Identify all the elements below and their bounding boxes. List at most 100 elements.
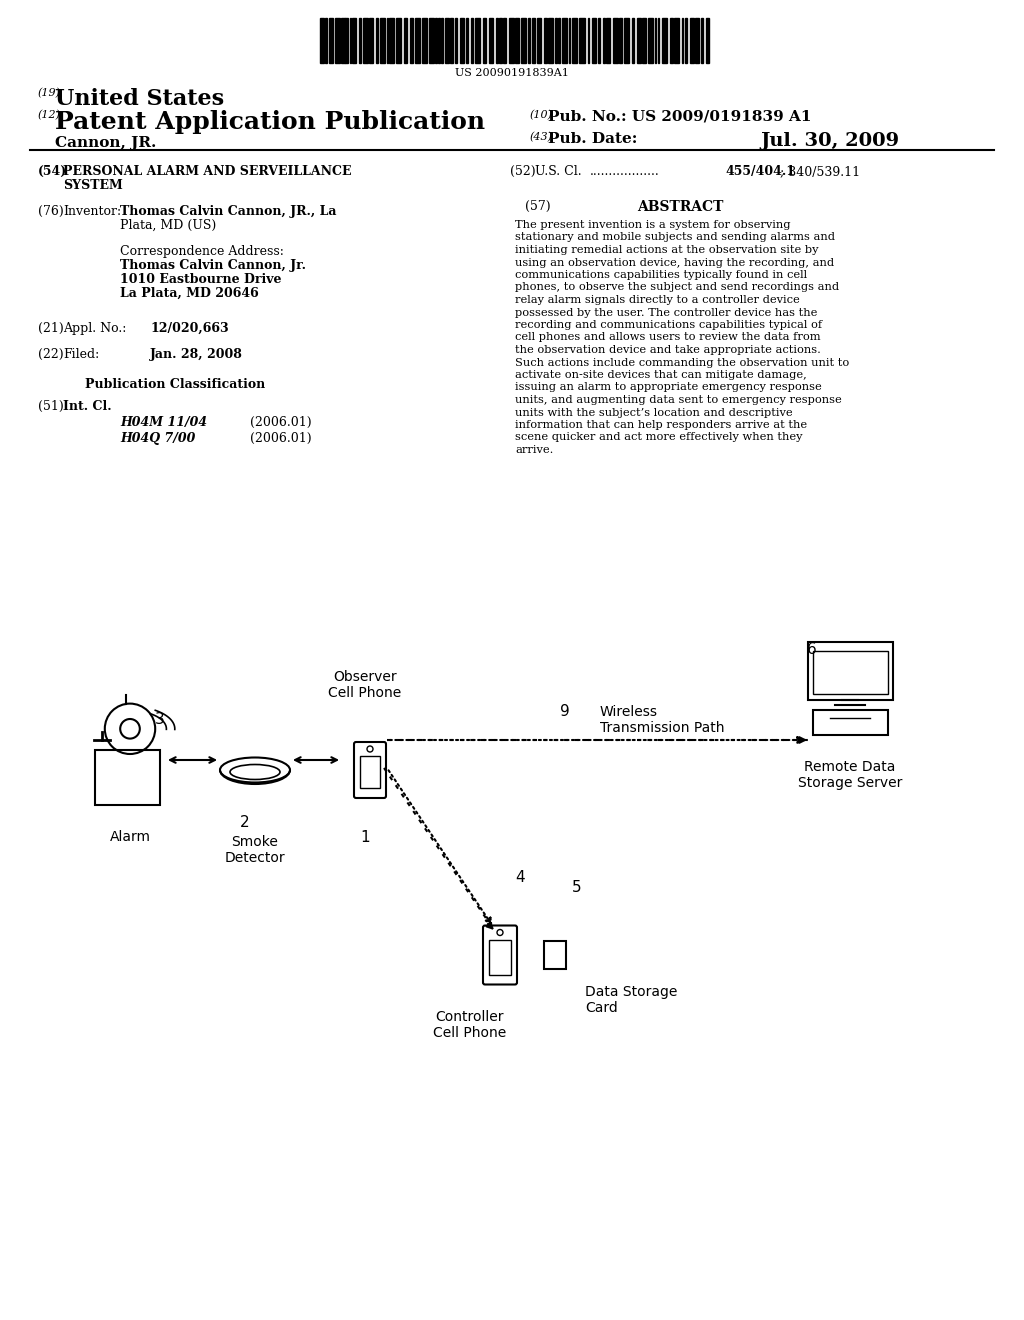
Text: Plata, MD (US): Plata, MD (US) xyxy=(120,219,216,232)
Text: 6: 6 xyxy=(807,642,817,657)
Text: Smoke
Detector: Smoke Detector xyxy=(224,836,286,865)
Bar xyxy=(341,18,344,63)
Text: 1010 Eastbourne Drive: 1010 Eastbourne Drive xyxy=(120,273,282,286)
Bar xyxy=(403,18,408,63)
Bar xyxy=(674,18,679,63)
Bar xyxy=(416,18,420,63)
Text: issuing an alarm to appropriate emergency response: issuing an alarm to appropriate emergenc… xyxy=(515,383,821,392)
Text: Correspondence Address:: Correspondence Address: xyxy=(120,246,284,257)
Text: information that can help responders arrive at the: information that can help responders arr… xyxy=(515,420,807,430)
Text: (2006.01): (2006.01) xyxy=(250,416,311,429)
Text: PERSONAL ALARM AND SERVEILLANCE: PERSONAL ALARM AND SERVEILLANCE xyxy=(63,165,351,178)
Bar xyxy=(707,18,710,63)
Text: Such actions include commanding the observation unit to: Such actions include commanding the obse… xyxy=(515,358,849,367)
Bar xyxy=(369,18,373,63)
Text: Cannon, JR.: Cannon, JR. xyxy=(55,136,157,150)
Bar xyxy=(588,18,589,63)
Bar xyxy=(603,18,604,63)
Bar xyxy=(670,18,673,63)
Text: La Plata, MD 20646: La Plata, MD 20646 xyxy=(120,286,259,300)
Bar xyxy=(690,18,694,63)
Bar xyxy=(429,18,434,63)
Bar xyxy=(376,18,379,63)
Text: U.S. Cl.: U.S. Cl. xyxy=(535,165,582,178)
Text: 2: 2 xyxy=(241,814,250,830)
Bar xyxy=(537,18,541,63)
Bar xyxy=(451,18,454,63)
Bar xyxy=(336,18,340,63)
Bar xyxy=(319,18,324,63)
Bar xyxy=(364,18,368,63)
Text: 9: 9 xyxy=(560,704,570,719)
Bar xyxy=(95,750,160,805)
Bar xyxy=(504,18,506,63)
Text: Publication Classification: Publication Classification xyxy=(85,378,265,391)
Bar xyxy=(434,18,437,63)
Bar xyxy=(572,18,578,63)
Text: 5: 5 xyxy=(572,880,582,895)
Text: H04Q 7/00: H04Q 7/00 xyxy=(120,432,196,445)
Bar xyxy=(637,18,640,63)
Bar xyxy=(455,18,457,63)
Bar xyxy=(509,18,514,63)
Bar xyxy=(812,651,888,694)
Text: Jan. 28, 2008: Jan. 28, 2008 xyxy=(150,348,243,360)
Text: arrive.: arrive. xyxy=(515,445,553,455)
Text: (52): (52) xyxy=(510,165,536,178)
Bar xyxy=(642,18,646,63)
Bar xyxy=(663,18,668,63)
Bar xyxy=(386,18,388,63)
Text: 4: 4 xyxy=(515,870,525,884)
Bar xyxy=(423,18,427,63)
Text: Patent Application Publication: Patent Application Publication xyxy=(55,110,485,135)
Bar xyxy=(389,18,394,63)
Text: activate on-site devices that can mitigate damage,: activate on-site devices that can mitiga… xyxy=(515,370,807,380)
Text: possessed by the user. The controller device has the: possessed by the user. The controller de… xyxy=(515,308,817,318)
Bar xyxy=(562,18,567,63)
Text: (57): (57) xyxy=(525,201,551,213)
Bar xyxy=(531,18,536,63)
Bar xyxy=(444,18,449,63)
Bar xyxy=(496,18,499,63)
Text: Filed:: Filed: xyxy=(63,348,99,360)
Bar xyxy=(360,756,380,788)
Text: (54): (54) xyxy=(38,165,68,178)
Bar xyxy=(655,18,656,63)
Bar xyxy=(544,941,566,969)
Text: (2006.01): (2006.01) xyxy=(250,432,311,445)
Text: H04M 11/04: H04M 11/04 xyxy=(120,416,207,429)
Text: Controller
Cell Phone: Controller Cell Phone xyxy=(433,1010,507,1040)
Text: Pub. Date:: Pub. Date: xyxy=(548,132,637,147)
Text: Appl. No.:: Appl. No.: xyxy=(63,322,126,335)
Bar xyxy=(438,18,440,63)
Bar xyxy=(624,18,629,63)
Text: stationary and mobile subjects and sending alarms and: stationary and mobile subjects and sendi… xyxy=(515,232,835,243)
Bar xyxy=(352,18,356,63)
Bar xyxy=(555,18,557,63)
Text: communications capabilities typically found in cell: communications capabilities typically fo… xyxy=(515,271,807,280)
Bar xyxy=(657,18,659,63)
Bar xyxy=(612,18,617,63)
Text: Remote Data
Storage Server: Remote Data Storage Server xyxy=(798,760,902,791)
Bar xyxy=(812,710,888,735)
Bar xyxy=(471,18,473,63)
Bar xyxy=(345,18,348,63)
Text: 12/020,663: 12/020,663 xyxy=(150,322,228,335)
Bar xyxy=(329,18,333,63)
Text: (12): (12) xyxy=(38,110,61,120)
Text: ..................: .................. xyxy=(590,165,659,178)
Bar xyxy=(598,18,600,63)
Text: Alarm: Alarm xyxy=(110,830,151,843)
Text: Inventor:: Inventor: xyxy=(63,205,121,218)
Bar xyxy=(700,18,703,63)
Text: units, and augmenting data sent to emergency response: units, and augmenting data sent to emerg… xyxy=(515,395,842,405)
Text: recording and communications capabilities typical of: recording and communications capabilitie… xyxy=(515,319,822,330)
Bar xyxy=(568,18,570,63)
Text: ; 340/539.11: ; 340/539.11 xyxy=(780,165,860,178)
Bar xyxy=(682,18,683,63)
Bar xyxy=(500,18,502,63)
Text: 1: 1 xyxy=(360,830,370,845)
Bar xyxy=(482,18,486,63)
Bar xyxy=(544,18,547,63)
Text: (10): (10) xyxy=(530,110,553,120)
